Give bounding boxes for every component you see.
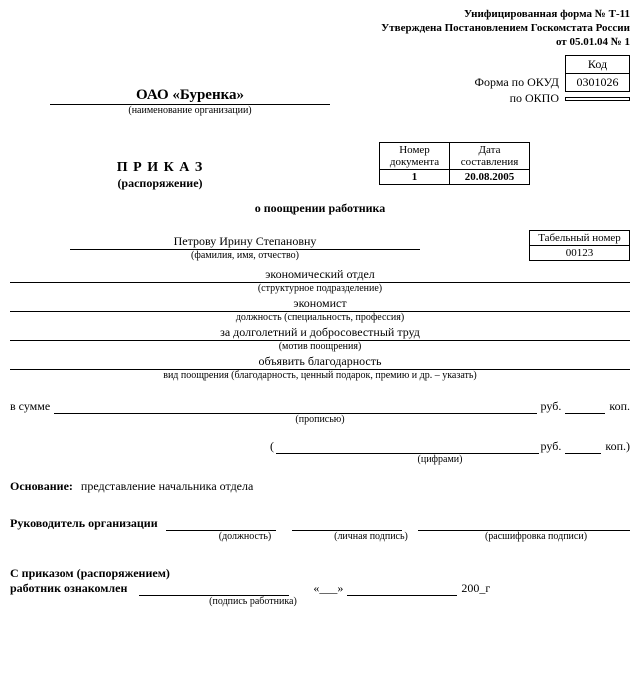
form-header: Унифицированная форма № Т-11 Утверждена … — [10, 8, 630, 49]
title-main: П Р И К А З — [10, 160, 310, 176]
sign-sign-blank — [292, 517, 402, 531]
sum-prefix: в сумме — [10, 399, 50, 414]
kind-caption: вид поощрения (благодарность, ценный под… — [10, 370, 630, 381]
ack-date-q: «___» — [313, 581, 343, 596]
tabno-value: 00123 — [530, 246, 630, 261]
form-number: Унифицированная форма № Т-11 — [10, 8, 630, 22]
kind-value: объявить благодарность — [10, 354, 630, 370]
doc-num-value: 1 — [380, 170, 450, 185]
title-about: о поощрении работника — [10, 201, 630, 216]
sum-words-caption: (прописью) — [10, 414, 630, 425]
kod-label: Код — [566, 56, 630, 74]
ack-line2: работник ознакомлен — [10, 581, 127, 596]
fio-caption: (фамилия, имя, отчество) — [10, 250, 480, 261]
okud-label: Форма по ОКУД — [475, 75, 559, 90]
sum-rub1: руб. — [541, 399, 562, 414]
doc-num-label: Номер документа — [380, 143, 450, 170]
okpo-box — [565, 97, 630, 101]
doc-date-label: Дата составления — [450, 143, 530, 170]
dept-caption: (структурное подразделение) — [10, 283, 630, 294]
sign-cap1: (должность) — [190, 531, 300, 542]
ack-sign-blank — [139, 582, 289, 596]
motive-value: за долголетний и добросовестный труд — [10, 325, 630, 341]
paren-close: ) — [626, 439, 630, 454]
okud-value: 0301026 — [566, 74, 630, 92]
sum-kop-digits-blank — [565, 440, 601, 454]
pos-value: экономист — [10, 296, 630, 312]
title-sub: (распоряжение) — [10, 176, 310, 191]
sign-post-blank — [166, 517, 276, 531]
sum-kop2: коп. — [605, 439, 626, 454]
ack-sign-caption: (подпись работника) — [178, 596, 328, 607]
doc-date-value: 20.08.2005 — [450, 170, 530, 185]
sign-cap3: (расшифровка подписи) — [442, 531, 630, 542]
paren-open: ( — [270, 439, 274, 454]
basis-label: Основание: — [10, 479, 73, 494]
tabno-label: Табельный номер — [530, 231, 630, 246]
ack-line1: С приказом (распоряжением) — [10, 566, 630, 581]
pos-caption: должность (специальность, профессия) — [10, 312, 630, 323]
kod-box: Код — [565, 55, 630, 74]
fio-value: Петрову Ирину Степановну — [70, 234, 420, 250]
form-approved: Утверждена Постановлением Госкомстата Ро… — [10, 22, 630, 36]
sign-head-label: Руководитель организации — [10, 516, 158, 531]
sum-rub2: руб. — [541, 439, 562, 454]
dept-value: экономический отдел — [10, 267, 630, 283]
sum-digits-caption: (цифрами) — [10, 454, 630, 465]
okpo-label: по ОКПО — [510, 91, 559, 106]
ack-year: 200_г — [461, 581, 490, 596]
basis-text: представление начальника отдела — [81, 479, 253, 494]
sign-name-blank — [418, 517, 630, 531]
sum-kop-words-blank — [565, 400, 605, 414]
okud-box: 0301026 — [565, 73, 630, 92]
sum-digits-blank — [276, 440, 539, 454]
ack-month-blank — [347, 582, 457, 596]
form-date-ref: от 05.01.04 № 1 — [10, 36, 630, 50]
org-name: ОАО «Буренка» — [50, 87, 330, 105]
sum-words-blank — [54, 400, 536, 414]
sum-kop1: коп. — [609, 399, 630, 414]
motive-caption: (мотив поощрения) — [10, 341, 630, 352]
org-caption: (наименование организации) — [10, 105, 370, 116]
sign-cap2: (личная подпись) — [316, 531, 426, 542]
tab-number-box: Табельный номер 00123 — [529, 230, 630, 261]
doc-number-date: Номер документа Дата составления 1 20.08… — [379, 142, 530, 185]
okpo-value — [566, 97, 630, 100]
